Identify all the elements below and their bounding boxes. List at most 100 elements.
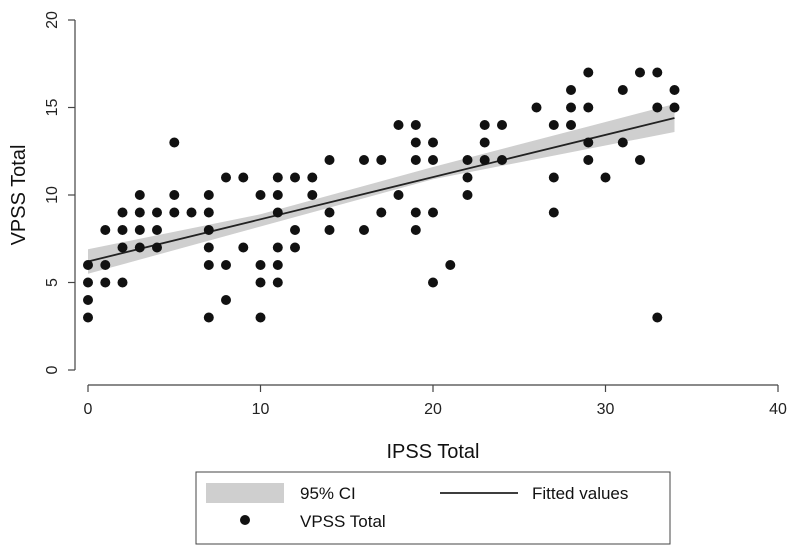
data-point bbox=[462, 155, 473, 165]
data-point bbox=[152, 225, 162, 235]
x-tick-label: 20 bbox=[424, 401, 442, 418]
data-point bbox=[548, 207, 559, 218]
data-point bbox=[117, 277, 128, 288]
data-point bbox=[203, 225, 214, 235]
data-point bbox=[566, 85, 576, 95]
x-axis-title: IPSS Total bbox=[386, 441, 479, 463]
data-point bbox=[83, 295, 93, 305]
data-point bbox=[410, 207, 421, 218]
data-point bbox=[169, 190, 180, 200]
data-point bbox=[669, 102, 680, 113]
data-point bbox=[169, 137, 180, 148]
data-point bbox=[238, 242, 249, 253]
data-point bbox=[410, 225, 421, 235]
data-point bbox=[307, 172, 318, 183]
data-point bbox=[134, 225, 145, 235]
data-point bbox=[583, 137, 594, 148]
legend-fit-label: Fitted values bbox=[532, 484, 628, 503]
y-tick-label: 0 bbox=[44, 365, 61, 374]
legend-points-marker bbox=[240, 515, 250, 525]
data-point bbox=[83, 260, 93, 270]
data-point bbox=[617, 85, 628, 95]
x-tick-label: 40 bbox=[769, 401, 787, 418]
x-tick-label: 30 bbox=[597, 401, 615, 418]
data-point bbox=[100, 225, 111, 235]
data-point bbox=[410, 120, 421, 130]
data-point bbox=[497, 155, 507, 165]
y-tick-label: 20 bbox=[44, 11, 61, 29]
legend-ci-label: 95% CI bbox=[300, 484, 356, 503]
x-ticks-layer: 0 10 20 30 40 bbox=[84, 385, 787, 418]
data-point bbox=[652, 312, 663, 323]
legend-points-label: VPSS Total bbox=[300, 512, 386, 531]
data-point bbox=[290, 172, 300, 183]
data-point bbox=[272, 277, 283, 288]
data-point bbox=[169, 207, 180, 218]
data-point bbox=[479, 120, 490, 130]
y-axis-title: VPSS Total bbox=[8, 145, 30, 246]
data-point bbox=[566, 102, 576, 113]
data-point bbox=[238, 172, 249, 183]
data-point bbox=[548, 172, 559, 183]
data-point bbox=[669, 85, 680, 95]
data-point bbox=[428, 277, 438, 288]
x-tick-label: 10 bbox=[252, 401, 270, 418]
data-point bbox=[203, 207, 214, 218]
data-point bbox=[221, 172, 231, 183]
data-point bbox=[117, 207, 128, 218]
y-tick-label: 10 bbox=[44, 186, 61, 204]
data-point bbox=[462, 172, 473, 183]
data-point bbox=[255, 277, 266, 288]
data-point bbox=[410, 137, 421, 148]
data-point bbox=[600, 172, 611, 183]
y-ticks-layer: 0 5 10 15 20 bbox=[44, 11, 75, 374]
x-tick-label: 0 bbox=[84, 401, 93, 418]
data-point bbox=[324, 155, 335, 165]
data-point bbox=[635, 67, 645, 78]
data-point bbox=[531, 102, 542, 113]
data-point bbox=[203, 242, 214, 253]
data-point bbox=[272, 242, 283, 253]
y-tick-label: 15 bbox=[44, 99, 61, 117]
data-point bbox=[221, 260, 231, 270]
data-point bbox=[428, 155, 438, 165]
data-point bbox=[255, 312, 266, 323]
data-point bbox=[428, 207, 438, 218]
data-point bbox=[583, 102, 594, 113]
data-point bbox=[100, 277, 111, 288]
data-point bbox=[548, 120, 559, 130]
data-point bbox=[134, 207, 145, 218]
legend-box bbox=[195, 471, 671, 545]
data-point bbox=[359, 225, 369, 235]
data-point bbox=[134, 190, 145, 200]
data-point bbox=[307, 190, 318, 200]
data-point bbox=[393, 120, 404, 130]
data-point bbox=[617, 137, 628, 148]
data-point bbox=[652, 102, 663, 113]
data-point bbox=[428, 137, 438, 148]
data-point bbox=[186, 207, 197, 218]
data-point bbox=[83, 312, 93, 323]
fitted-line-layer bbox=[87, 117, 675, 263]
data-point bbox=[324, 207, 335, 218]
data-point bbox=[583, 155, 594, 165]
data-point bbox=[117, 225, 128, 235]
data-point bbox=[272, 260, 283, 270]
data-point bbox=[635, 155, 645, 165]
legend-ci-swatch bbox=[206, 483, 284, 503]
data-point bbox=[359, 155, 369, 165]
data-point bbox=[290, 242, 300, 253]
data-point bbox=[393, 190, 404, 200]
data-point bbox=[255, 260, 266, 270]
data-point bbox=[566, 120, 576, 130]
data-point bbox=[479, 137, 490, 148]
y-tick-label: 5 bbox=[44, 278, 61, 287]
data-point bbox=[83, 277, 93, 288]
data-point bbox=[203, 190, 214, 200]
data-point bbox=[117, 242, 128, 253]
fitted-line bbox=[87, 117, 675, 263]
data-point bbox=[203, 260, 214, 270]
data-point bbox=[479, 155, 490, 165]
data-point bbox=[272, 172, 283, 183]
